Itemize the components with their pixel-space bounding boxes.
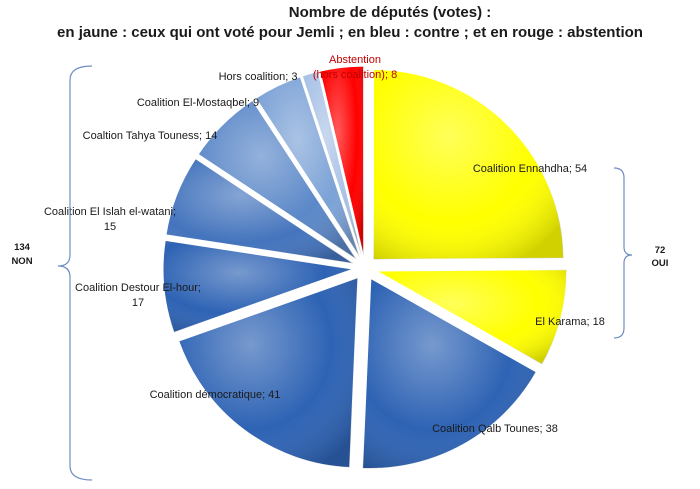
non-label: NON bbox=[11, 256, 32, 267]
pie-slice-shading-7 bbox=[255, 76, 360, 258]
pie-slice-shading-4 bbox=[163, 240, 354, 333]
pie-slices bbox=[162, 65, 568, 469]
slice-label-6: Coaltion Tahya Touness; 14 bbox=[83, 130, 218, 142]
vote-groups: 72 OUI 134 NON bbox=[11, 65, 669, 481]
non-bracket bbox=[57, 65, 93, 481]
pie-slice-shading-3 bbox=[178, 277, 358, 468]
slice-label-1: El Karama; 18 bbox=[535, 316, 605, 328]
pie-slice-shading-2 bbox=[362, 278, 537, 469]
pie-slice-shading-8 bbox=[302, 71, 362, 257]
oui-bracket bbox=[613, 167, 633, 339]
non-count: 134 bbox=[14, 242, 31, 253]
slice-label-8: Hors coalition; 3 bbox=[219, 71, 298, 83]
pie-slice-shading-0 bbox=[373, 69, 564, 260]
slice-label-3: Coalition démocratique; 41 bbox=[150, 389, 281, 401]
oui-label: OUI bbox=[652, 258, 669, 269]
slice-label-9: Abstention (hors coalition); 8 bbox=[313, 54, 397, 81]
slice-label-4: Coalition Destour El-hour; 17 bbox=[75, 282, 201, 309]
pie-slice-shading-5 bbox=[165, 158, 354, 264]
slice-label-7: Coalition El-Mostaqbel; 9 bbox=[137, 97, 259, 109]
chart-subtitle: en jaune : ceux qui ont voté pour Jemli … bbox=[57, 24, 643, 41]
chart-title: Nombre de députés (votes) : bbox=[288, 4, 492, 21]
slice-label-5: Coalition El Islah el-watani; 15 bbox=[44, 206, 176, 233]
pie-slice-shading-1 bbox=[376, 269, 567, 365]
slice-label-2: Coalition Qalb Tounes; 38 bbox=[432, 423, 558, 435]
pie-slice-shading-9 bbox=[319, 66, 364, 257]
pie-slice-shading-6 bbox=[198, 100, 357, 260]
pie-labels: Coalition Ennahdha; 54 El Karama; 18 Coali… bbox=[44, 54, 605, 435]
slice-label-0: Coalition Ennahdha; 54 bbox=[473, 163, 587, 175]
oui-count: 72 bbox=[655, 245, 666, 256]
